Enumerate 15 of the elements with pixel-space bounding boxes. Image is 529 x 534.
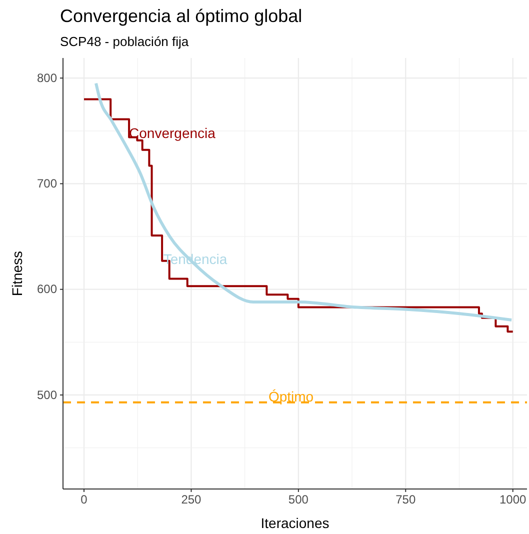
series-label: Convergencia: [129, 125, 216, 142]
y-tick-label: 800: [36, 70, 58, 85]
chart-subtitle: SCP48 - población fija: [60, 34, 190, 49]
y-tick-label: 700: [36, 176, 58, 191]
x-axis-title: Iteraciones: [260, 515, 330, 531]
x-tick-label: 0: [80, 492, 88, 507]
ref-line-label: Óptimo: [268, 388, 314, 404]
x-tick-label: 1000: [499, 492, 527, 507]
chart-title: Convergencia al óptimo global: [60, 6, 302, 26]
y-tick-label: 500: [36, 388, 58, 402]
y-tick-label: 600: [36, 282, 58, 296]
x-tick-label: 250: [181, 492, 202, 507]
x-tick-label: 750: [396, 492, 416, 507]
x-tick-label: 500: [288, 492, 309, 507]
y-axis-title: Fitness: [9, 250, 25, 296]
